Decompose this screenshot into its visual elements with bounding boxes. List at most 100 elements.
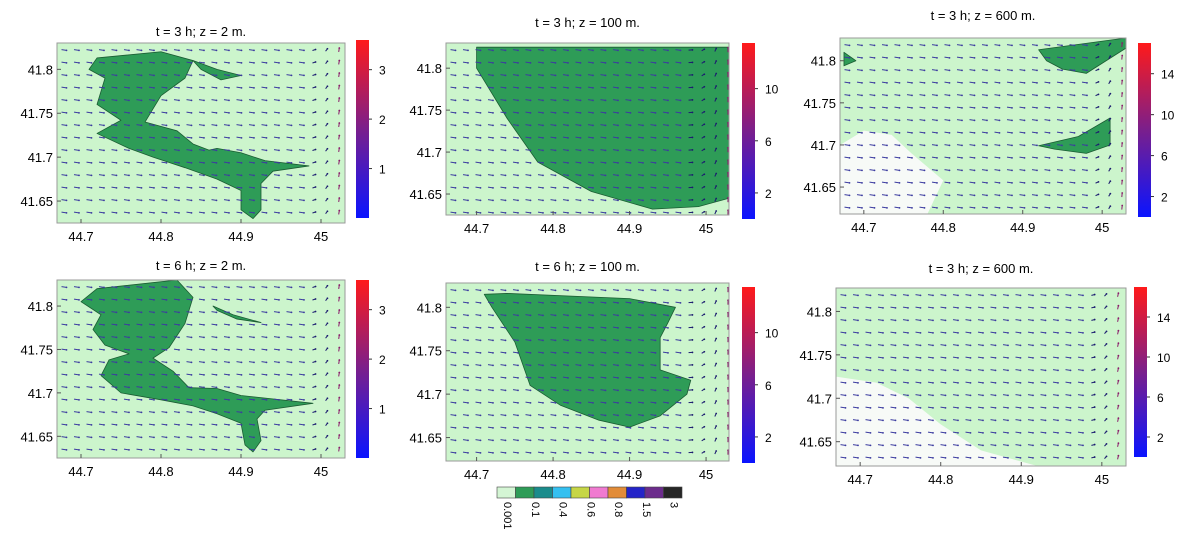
wind-vector-head: [467, 200, 469, 202]
wind-vector-head: [567, 162, 569, 164]
wind-vector-head: [1098, 168, 1100, 170]
wind-vector-head: [1074, 82, 1076, 84]
wind-vector-head: [103, 399, 105, 401]
wind-vector-head: [667, 440, 669, 442]
wind-vector-head: [567, 402, 569, 404]
wind-vector-head: [216, 374, 218, 376]
wind-vector-head: [467, 137, 469, 139]
wind-vector-head: [667, 112, 669, 114]
wind-vector-head: [945, 420, 947, 422]
wind-vector-head: [642, 290, 644, 292]
wind-vector-head: [949, 132, 951, 134]
wind-vector-head: [630, 340, 632, 342]
wind-vector-head: [1109, 143, 1111, 145]
wind-vector-head: [291, 387, 293, 389]
wind-vector-head: [555, 390, 557, 392]
wind-vector-head: [949, 45, 951, 47]
wind-vector-head: [899, 132, 901, 134]
wind-vector-head: [241, 200, 243, 202]
wind-vector-head: [1011, 95, 1013, 97]
wind-vector-head: [103, 50, 105, 52]
wind-vector-head: [178, 125, 180, 127]
wind-vector-head: [78, 75, 80, 77]
wind-vector-head: [982, 370, 984, 372]
wind-vector-head: [1007, 432, 1009, 434]
wind-vector-head: [982, 320, 984, 322]
wind-vector-head: [315, 298, 317, 300]
wind-vector-head: [1049, 182, 1051, 184]
wind-vector-head: [228, 312, 230, 314]
wind-vector-head: [303, 412, 305, 414]
wind-vector-head: [1082, 395, 1084, 397]
wind-vector-head: [1106, 393, 1108, 395]
wind-vector-head: [715, 85, 717, 87]
wind-vector-head: [845, 445, 847, 447]
wind-vector-head: [241, 362, 243, 364]
wind-vector-head: [166, 112, 168, 114]
wind-vector-head: [957, 307, 959, 309]
wind-vector-head: [630, 87, 632, 89]
wind-vector-head: [982, 307, 984, 309]
wind-vector-head: [278, 299, 280, 301]
colorbar: [356, 280, 369, 458]
wind-vector-head: [103, 87, 105, 89]
wind-vector-head: [882, 445, 884, 447]
wind-vector-head: [467, 327, 469, 329]
wind-vector-head: [974, 57, 976, 59]
wind-vector-head: [338, 85, 340, 87]
wind-vector-head: [291, 337, 293, 339]
wind-vector-head: [1032, 320, 1034, 322]
wind-vector-head: [153, 87, 155, 89]
wind-vector-head: [278, 62, 280, 64]
wind-vector-head: [455, 100, 457, 102]
wind-vector-head: [203, 337, 205, 339]
colorbar-tick-label: 2: [765, 431, 772, 445]
wind-vector-head: [1011, 107, 1013, 109]
wind-vector-head: [655, 390, 657, 392]
wind-vector-head: [153, 312, 155, 314]
wind-vector-head: [1007, 407, 1009, 409]
wind-vector-head: [1049, 120, 1051, 122]
wind-vector-head: [567, 290, 569, 292]
wind-vector-head: [567, 365, 569, 367]
wind-vector-head: [555, 62, 557, 64]
wind-vector-head: [1049, 57, 1051, 59]
wind-vector-head: [1011, 145, 1013, 147]
wind-vector-head: [949, 120, 951, 122]
wind-vector-head: [1045, 295, 1047, 297]
wind-vector-head: [303, 299, 305, 301]
wind-vector-head: [580, 402, 582, 404]
wind-vector-head: [1074, 195, 1076, 197]
wind-vector-head: [1086, 195, 1088, 197]
wind-vector-head: [338, 72, 340, 74]
wind-vector-head: [203, 312, 205, 314]
wind-vector-head: [216, 200, 218, 202]
wind-vector-head: [1074, 170, 1076, 172]
wind-vector-head: [861, 120, 863, 122]
wind-vector-head: [492, 50, 494, 52]
wind-vector-head: [1121, 92, 1123, 94]
wind-vector-head: [680, 390, 682, 392]
wind-vector-head: [128, 200, 130, 202]
x-tick-label: 44.9: [228, 229, 253, 244]
wind-vector-head: [932, 307, 934, 309]
wind-vector-head: [315, 323, 317, 325]
wind-vector-head: [78, 349, 80, 351]
wind-vector-head: [66, 87, 68, 89]
wind-vector-head: [78, 62, 80, 64]
wind-vector-head: [680, 290, 682, 292]
wind-vector-head: [1024, 170, 1026, 172]
wind-vector-head: [303, 150, 305, 152]
wind-vector-head: [1094, 456, 1096, 458]
wind-vector-head: [266, 137, 268, 139]
wind-vector-head: [567, 87, 569, 89]
wind-vector-head: [1061, 82, 1063, 84]
wind-vector-head: [617, 365, 619, 367]
wind-vector-head: [266, 287, 268, 289]
wind-vector-head: [153, 62, 155, 64]
wind-vector-head: [1045, 432, 1047, 434]
wind-vector-head: [703, 123, 705, 125]
wind-vector-head: [703, 288, 705, 290]
wind-vector-head: [166, 399, 168, 401]
wind-vector-head: [899, 195, 901, 197]
